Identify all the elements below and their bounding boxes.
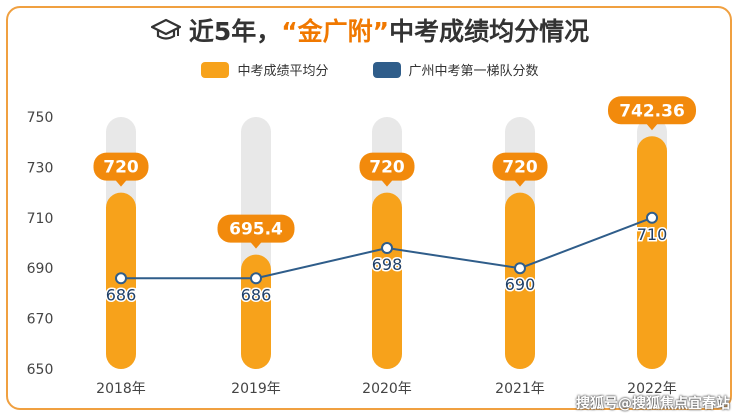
x-tick-label: 2020年 bbox=[362, 381, 412, 397]
bar-label-pill bbox=[217, 214, 295, 243]
bar bbox=[637, 136, 667, 369]
graduation-cap-icon bbox=[150, 18, 181, 40]
title-row: 近5年，“金广附”中考成绩均分情况 bbox=[0, 10, 740, 50]
bar-label-pointer bbox=[646, 123, 658, 131]
bar-label-pointer bbox=[381, 179, 393, 187]
watermark: 搜狐号@搜狐焦点宜春站 bbox=[576, 396, 730, 412]
line-value-label: 686 bbox=[241, 285, 272, 304]
legend-item-line: 广州中考第一梯队分数 bbox=[372, 60, 539, 79]
bar bbox=[372, 192, 402, 369]
y-tick-label: 650 bbox=[27, 362, 54, 378]
legend-swatch-bar bbox=[201, 61, 230, 78]
legend: 中考成绩平均分 广州中考第一梯队分数 bbox=[0, 60, 740, 79]
x-tick-label: 2018年 bbox=[96, 381, 146, 397]
bar-label-pointer bbox=[250, 241, 262, 249]
line-point bbox=[381, 242, 393, 255]
line-point bbox=[646, 211, 658, 224]
bar-label-pointer bbox=[115, 179, 127, 187]
bar bbox=[241, 254, 271, 369]
line-point bbox=[115, 272, 127, 285]
bar-value-label: 742.36 bbox=[619, 101, 685, 121]
y-tick-label: 750 bbox=[27, 110, 54, 126]
y-tick-label: 730 bbox=[27, 160, 54, 176]
line-value-label: 690 bbox=[505, 275, 536, 294]
y-tick-label: 710 bbox=[27, 211, 54, 227]
bar-value-label: 720 bbox=[502, 158, 538, 178]
bar-label-pill bbox=[608, 96, 696, 125]
line-point bbox=[250, 272, 262, 285]
bar-value-label: 720 bbox=[103, 158, 139, 178]
bar-label-pill bbox=[359, 152, 415, 181]
bar-label-pill bbox=[492, 152, 548, 181]
title-highlight: “金广附” bbox=[281, 17, 390, 46]
x-tick-label: 2022年 bbox=[627, 381, 677, 397]
y-tick-label: 670 bbox=[27, 312, 54, 328]
legend-item-bar: 中考成绩平均分 bbox=[201, 60, 329, 79]
bar bbox=[505, 192, 535, 369]
bar-label-pill bbox=[93, 152, 149, 181]
x-tick-label: 2019年 bbox=[231, 381, 281, 397]
line-value-label: 698 bbox=[372, 255, 403, 274]
bar-value-label: 695.4 bbox=[229, 220, 283, 240]
title-suffix: 中考成绩均分情况 bbox=[389, 17, 590, 46]
legend-label-line: 广州中考第一梯队分数 bbox=[408, 64, 539, 79]
y-tick-label: 690 bbox=[27, 261, 54, 277]
chart-title: 近5年，“金广附”中考成绩均分情况 bbox=[189, 12, 589, 48]
line-value-label: 710 bbox=[637, 225, 668, 244]
x-tick-label: 2021年 bbox=[495, 381, 545, 397]
title-prefix: 近5年， bbox=[188, 17, 282, 46]
bar-value-label: 720 bbox=[369, 158, 405, 178]
line-value-label: 686 bbox=[106, 285, 137, 304]
legend-swatch-line bbox=[372, 61, 401, 78]
legend-label-bar: 中考成绩平均分 bbox=[237, 64, 329, 79]
line-point bbox=[514, 262, 526, 275]
bar-label-pointer bbox=[514, 179, 526, 187]
